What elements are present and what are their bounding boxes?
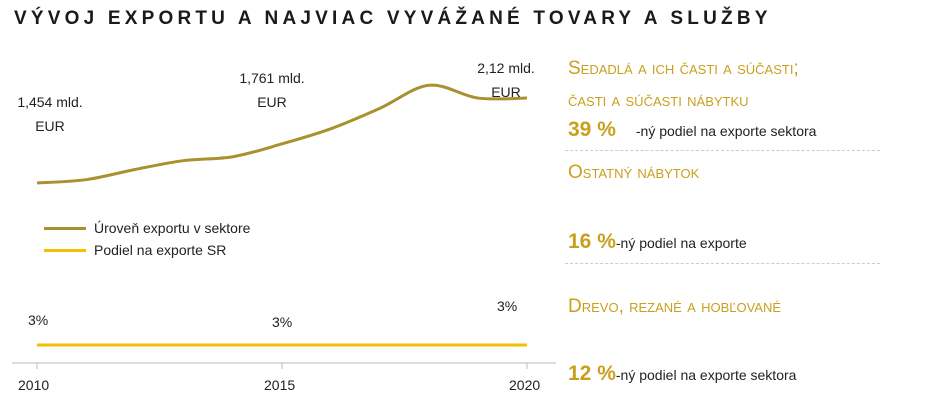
value: 1,454 mld.: [17, 94, 83, 110]
legend-swatch: [44, 248, 86, 252]
legend-share: Podiel na exporte SR: [44, 242, 226, 258]
category-3-name: Drevo, rezané a hobľované: [568, 296, 782, 317]
legend-export: Úroveň exportu v sektore: [44, 220, 250, 236]
category-3-share: 12 %-ný podiel na exporte sektora: [568, 362, 796, 386]
value: 1,761 mld.: [239, 70, 305, 86]
percent: 39 %: [568, 118, 616, 141]
unit: EUR: [491, 84, 521, 100]
legend-label: Úroveň exportu v sektore: [94, 220, 251, 236]
x-tick-2020: 2020: [509, 377, 541, 393]
value: 2,12 mld.: [477, 60, 535, 76]
description: -ný podiel na exporte sektora: [615, 367, 797, 383]
divider: [565, 263, 880, 264]
export-chart: [12, 83, 556, 369]
page-title: VÝVOJ EXPORTU A NAJVIAC VYVÁŽANÉ TOVARY …: [14, 8, 772, 29]
legend-label: Podiel na exporte SR: [94, 242, 227, 258]
description: -ný podiel na exporte: [615, 235, 747, 251]
unit: EUR: [257, 94, 287, 110]
x-tick-2015: 2015: [264, 377, 296, 393]
data-label-2015: 1,761 mld. EUR: [232, 66, 312, 114]
x-tick-2010: 2010: [18, 377, 50, 393]
percent: 12 %: [568, 362, 616, 385]
data-label-2010: 1,454 mld. EUR: [12, 90, 88, 138]
percent: 16 %: [568, 230, 616, 253]
unit: EUR: [35, 118, 65, 134]
description: -ný podiel na exporte sektora: [635, 123, 817, 139]
category-2-name: Ostatný nábytok: [568, 162, 700, 183]
data-label-2020: 2,12 mld. EUR: [466, 56, 546, 104]
export-level-line: [36, 83, 528, 185]
category-1-share: 39 % -ný podiel na exporte sektora: [568, 118, 816, 142]
divider: [565, 150, 880, 151]
share-label-2020: 3%: [497, 298, 518, 314]
category-1-name: Sedadlá a ich časti a súčasti;: [568, 58, 799, 79]
share-label-2015: 3%: [272, 314, 293, 330]
share-label-2010: 3%: [28, 312, 49, 328]
category-1-name-line2: časti a súčasti nábytku: [568, 90, 749, 111]
legend-swatch: [44, 226, 86, 230]
category-2-share: 16 %-ný podiel na exporte: [568, 230, 747, 254]
